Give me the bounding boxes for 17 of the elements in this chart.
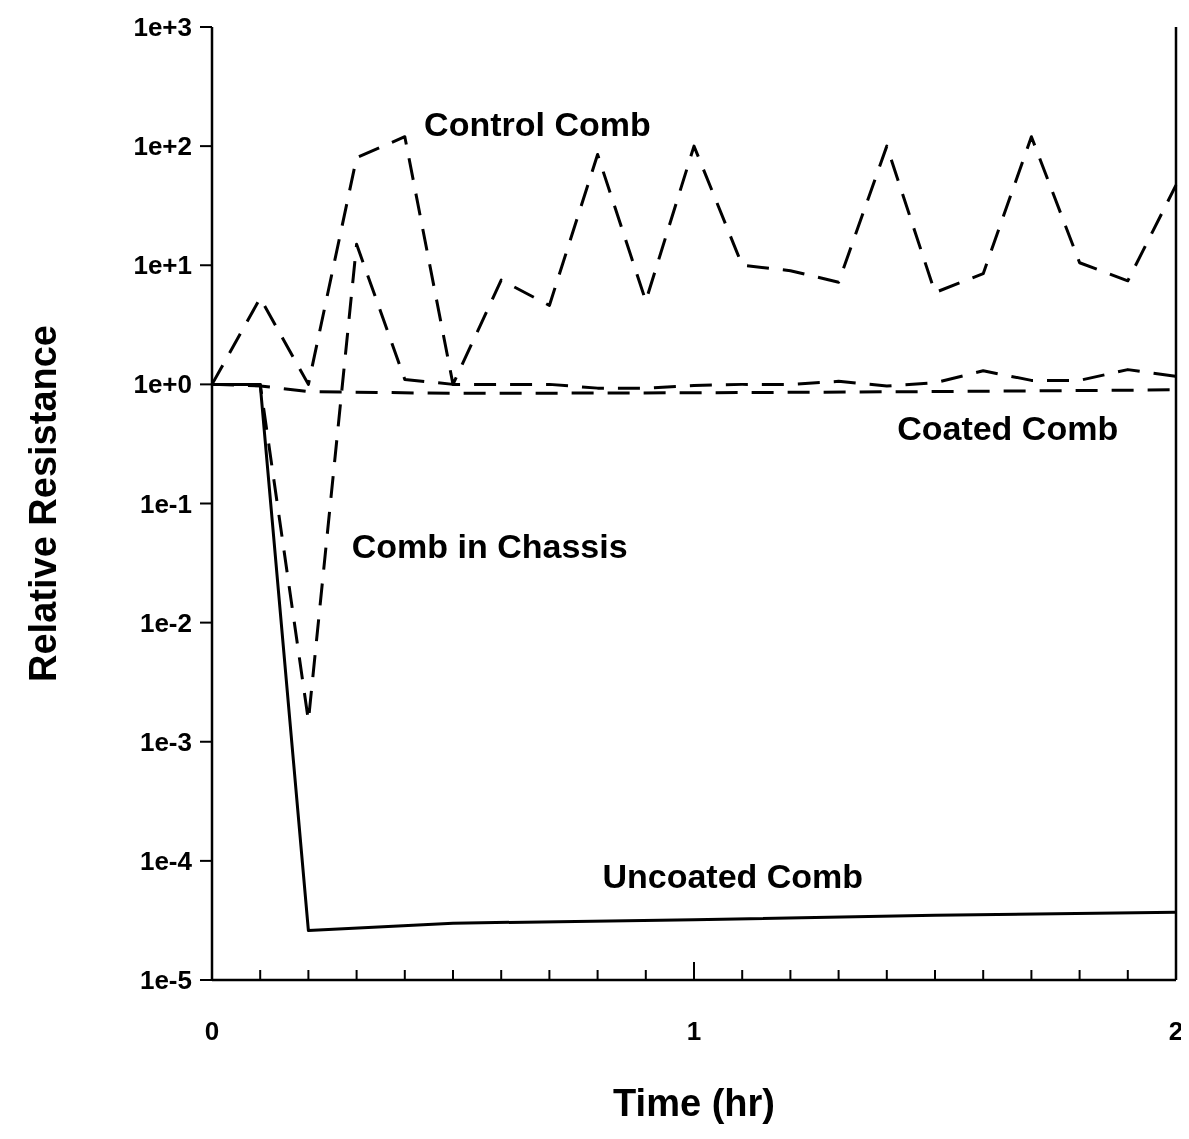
y-axis-title: Relative Resistance: [22, 325, 64, 682]
y-tick-label: 1e-4: [139, 845, 193, 876]
y-tick-label: 1e-3: [139, 726, 192, 757]
y-tick-label: 1e+0: [133, 369, 192, 400]
y-tick-label: 1e+1: [133, 250, 192, 281]
x-axis-title: Time (hr): [613, 1082, 775, 1124]
series-label: Coated Comb: [897, 409, 1119, 447]
y-tick-label: 1e-5: [139, 965, 192, 996]
series-label: Control Comb: [424, 105, 651, 143]
series-label: Uncoated Comb: [602, 857, 864, 895]
y-tick-label: 1e-1: [139, 488, 192, 519]
y-tick-label: 1e+2: [133, 131, 192, 162]
y-tick-label: 1e-2: [139, 607, 192, 638]
y-tick-label: 1e+3: [133, 12, 192, 43]
x-tick-label: 1: [686, 1016, 702, 1046]
series-label: Comb in Chassis: [351, 527, 628, 565]
x-tick-label: 0: [204, 1016, 220, 1046]
